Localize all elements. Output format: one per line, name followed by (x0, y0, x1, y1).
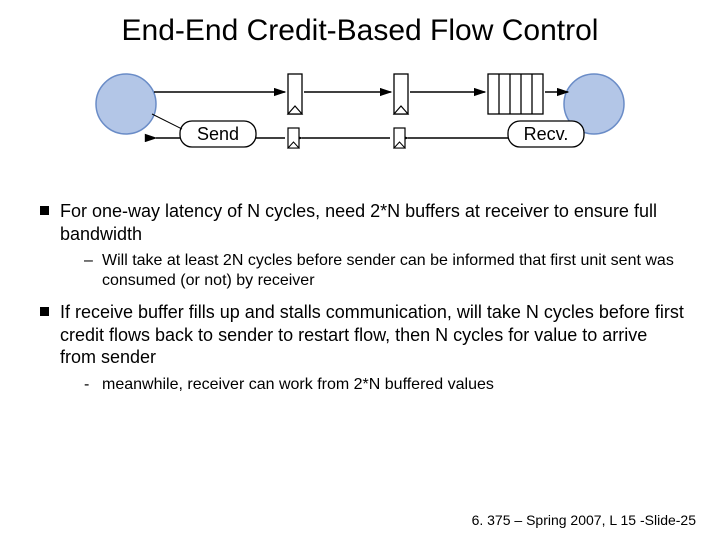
bullet-item: For one-way latency of N cycles, need 2*… (38, 200, 686, 291)
bullet-text: If receive buffer fills up and stalls co… (60, 302, 684, 367)
credit-stage-icon (288, 128, 299, 148)
bullet-item: If receive buffer fills up and stalls co… (38, 301, 686, 395)
sub-bullet-text: meanwhile, receiver can work from 2*N bu… (102, 376, 494, 393)
pipeline-stage-icon (394, 74, 408, 114)
connector-line (152, 114, 182, 129)
sender-node (96, 74, 156, 134)
sub-bullet-text: Will take at least 2N cycles before send… (102, 252, 674, 289)
sub-bullet-item: meanwhile, receiver can work from 2*N bu… (84, 375, 686, 395)
slide-title: End-End Credit-Based Flow Control (0, 14, 720, 48)
flow-diagram: Send Recv. (90, 62, 630, 172)
slide-footer: 6. 375 – Spring 2007, L 15 -Slide-25 (472, 512, 696, 528)
bullet-text: For one-way latency of N cycles, need 2*… (60, 201, 657, 244)
slide: End-End Credit-Based Flow Control (0, 0, 720, 540)
recv-label: Recv. (524, 124, 569, 144)
pipeline-stage-icon (288, 74, 302, 114)
send-label: Send (197, 124, 239, 144)
bullet-list: For one-way latency of N cycles, need 2*… (38, 200, 686, 405)
sub-bullet-item: Will take at least 2N cycles before send… (84, 251, 686, 291)
credit-stage-icon (394, 128, 405, 148)
receiver-buffer-icon (488, 74, 543, 114)
